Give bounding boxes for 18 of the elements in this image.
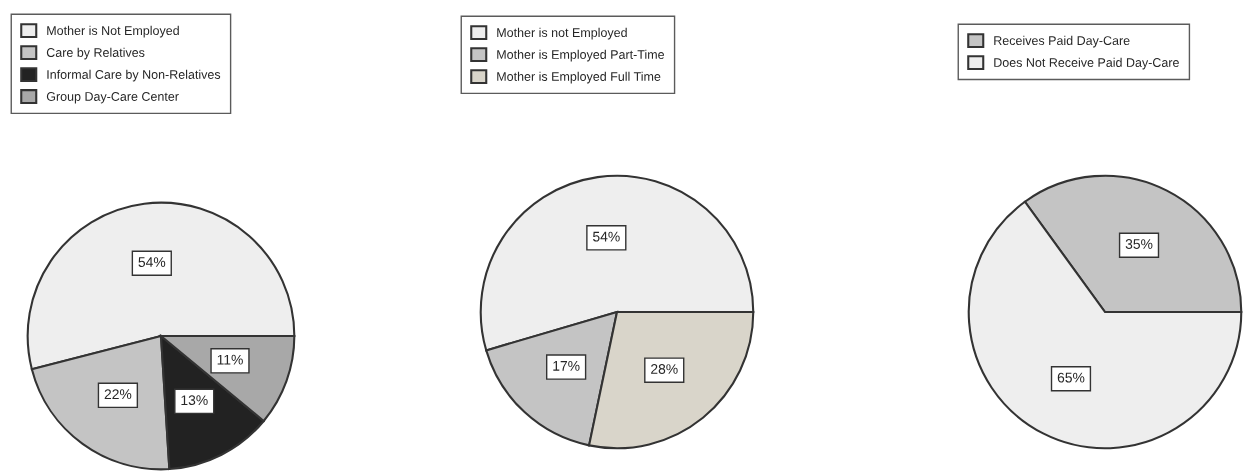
legend-label: Mother is Employed Full Time <box>497 71 661 84</box>
data-label: 11% <box>217 354 243 365</box>
legend-label: Mother is Employed Part-Time <box>497 49 665 62</box>
data-label: 13% <box>181 395 208 406</box>
legend-label: Receives Paid Day-Care <box>994 35 1130 48</box>
data-label: 35% <box>1125 239 1153 249</box>
legend-label: Group Day-Care Center <box>46 92 179 104</box>
data-label: 65% <box>1057 372 1085 383</box>
data-label: 54% <box>592 231 620 242</box>
legend-label: Care by Relatives <box>46 47 145 60</box>
data-label: 17% <box>553 361 580 371</box>
data-label: 22% <box>104 389 132 399</box>
legend-label: Mother is Not Employed <box>47 25 179 38</box>
legend-label: Informal Care by Non-Relatives <box>47 69 221 82</box>
data-label: 28% <box>651 364 678 374</box>
legend-label: Does Not Receive Paid Day-Care <box>994 57 1179 70</box>
data-label: 54% <box>138 257 166 267</box>
legend-label: Mother is not Employed <box>497 27 627 40</box>
